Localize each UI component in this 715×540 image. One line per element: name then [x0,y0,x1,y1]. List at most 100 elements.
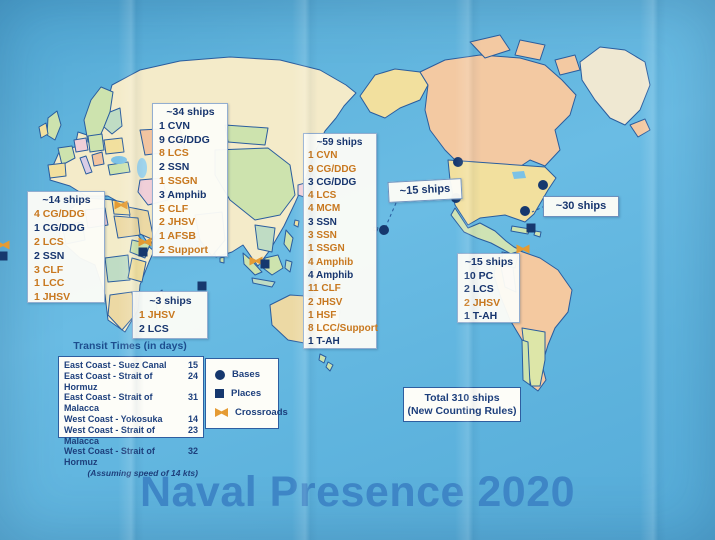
transit-route: East Coast - Suez Canal [64,360,167,370]
transit-route: West Coast - Strait of Malacca [64,424,155,446]
ship-count-line: 1 HSF [308,309,337,321]
iceland [629,118,651,138]
leader-pacific [385,202,397,227]
ship-count-line: 2 LCS [34,235,64,248]
east-africa [127,257,147,283]
malacca-crossroads-icon [249,256,263,266]
legend-item-crossroads: Crossroads [215,407,288,418]
map-edge-crossroads-icon [0,240,10,250]
sulawesi [284,259,293,273]
total-ships-line2: (New Counting Rules) [407,404,517,417]
usa [447,159,557,226]
ship-count-line: 4 LCS [308,190,337,202]
fleet-box-header: ~14 ships [42,194,91,206]
ship-count-line: 1 JHSV [34,291,71,304]
transit-route: West Coast - Strait of Hormuz [64,446,155,468]
java [251,277,276,288]
ukraine [103,137,125,155]
label-atlantic-ships: ~30 ships [543,196,619,217]
transit-days: 23 [187,424,198,435]
ship-count-line: 1 T-AH [308,336,340,348]
ship-count-line: 11 CLF [308,283,341,295]
ship-count-line: 1 T-AH [464,310,498,322]
ship-count-line: 1 JHSV [139,309,176,321]
arctic-island-2 [514,39,546,61]
iberia [47,162,67,179]
ship-count-line: 1 CVN [159,119,190,132]
fleet-box-caribbean: ~15 ships 10 PC 2 LCS 2 JHSV 1 T-AH [457,253,520,323]
legend-item-bases: Bases [215,369,278,380]
suez-canal-crossroads-icon [114,200,128,210]
map-legend: Bases Places Crossroads [205,358,288,429]
legend-label: Bases [232,369,260,380]
ship-count-line: 2 JHSV [308,296,343,308]
transit-days: 24 [187,370,198,381]
finland [103,107,123,135]
ship-count-line: 2 SSN [159,161,190,174]
diego-garcia-place-icon [197,281,207,291]
taiwan [293,219,300,228]
total-ships-box: Total 310 ships (New Counting Rules) [403,387,521,422]
ship-count-line: 9 CG/DDG [308,163,357,175]
ship-count-line: 2 JHSV [464,296,501,309]
ship-count-line: 1 CVN [308,150,338,162]
pacific-northwest-base-icon [453,157,463,167]
mayport-base-icon [520,206,530,216]
bases-marker-icon [215,369,225,380]
djibouti-place-icon [138,247,148,257]
arctic-island-3 [554,54,581,76]
southeast-asia [254,224,276,253]
fleet-box-header: ~34 ships [166,106,215,118]
ireland [38,122,49,139]
transit-days: 15 [187,360,198,370]
transit-route: East Coast - Strait of Hormuz [64,370,153,392]
great-lakes [512,171,526,179]
fleet-box-header: ~3 ships [149,295,192,307]
total-ships-line1: Total 310 ships [424,391,500,404]
slide-title: Naval Presence 2020 [139,468,576,516]
ship-count-line: 4 Amphib [308,269,354,281]
ship-count-line: 4 MCM [308,203,341,215]
fleet-box-header: ~15 ships [464,256,514,268]
ship-count-line: 10 PC [464,269,494,282]
new-zealand [318,353,327,364]
central-europe [73,137,89,153]
chile-south [521,339,531,386]
transit-days: 14 [187,413,198,424]
ship-count-line: 5 CLF [159,202,189,215]
france [57,145,76,166]
ship-count-line: 3 Amphib [159,188,207,201]
transit-time-row: West Coast - Strait of Malacca 23 [64,425,198,447]
ship-count-line: 2 LCS [464,283,494,295]
ship-count-line: 1 AFSB [159,230,196,243]
canada [419,54,577,171]
congo [104,254,131,283]
legend-item-places: Places [215,388,278,399]
transit-days: 31 [187,392,198,403]
transit-times-table: East Coast - Suez Canal 15 East Coast - St… [58,356,204,478]
southern-africa [107,291,136,331]
ship-count-line: 1 CG/DDG [34,221,85,234]
ship-count-line: 3 SSN [308,216,337,228]
greenland [579,46,651,126]
ship-count-line: 3 CG/DDG [308,176,357,188]
ship-count-line: 2 JHSV [159,216,196,229]
fleet-box-west-pacific: ~59 ships 1 CVN 9 CG/DDG 3 CG/DDG 4 LCS 4 MC… [303,133,378,349]
transit-time-row: West Coast - Strait of Hormuz 32 [64,446,198,468]
ship-count-line: 1 SSGN [308,243,345,255]
sri-lanka [219,256,225,264]
transit-time-row: East Coast - Strait of Hormuz 24 [64,371,198,393]
ship-count-line: 2 Support [159,243,208,256]
alaska [359,68,429,119]
italy [79,155,93,175]
philippines [283,229,294,253]
map-edge-place-icon [0,251,8,261]
ship-count-line: 8 LCS [159,147,189,160]
fleet-box-indian-ocean: ~3 ships 1 JHSV 2 LCS [132,291,208,339]
great-britain [46,110,62,141]
transit-times-title: Transit Times (in days) [73,340,187,352]
leader-atlantic [531,205,546,213]
caspian-sea [137,158,147,178]
fleet-box-europe: ~14 ships 4 CG/DDG 1 CG/DDG 2 LCS 2 SSN 3 CL… [27,191,105,303]
